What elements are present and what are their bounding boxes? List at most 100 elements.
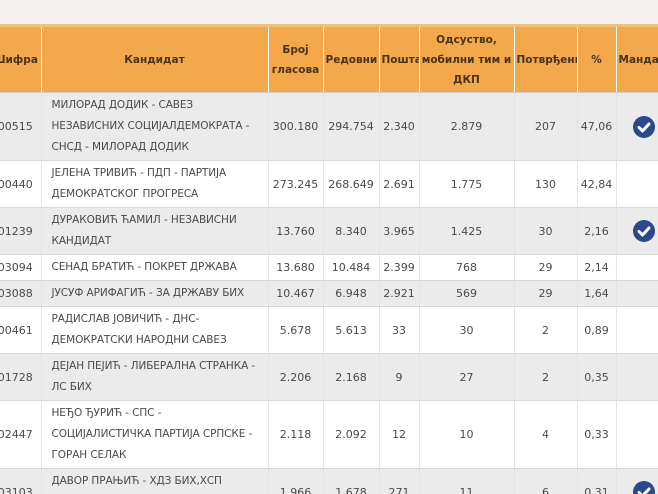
votes-absence: 11	[419, 468, 515, 494]
votes-regular: 2.168	[323, 353, 380, 401]
candidate-code: 03103	[0, 468, 42, 494]
votes-mail: 2.399	[379, 254, 420, 281]
results-table: Шифра Кандидат Број гласова Редовни Пошт…	[0, 24, 658, 494]
votes-absence: 27	[419, 353, 515, 401]
votes-regular: 1.678	[323, 468, 380, 494]
votes-regular: 10.484	[323, 254, 380, 281]
votes-regular: 5.613	[323, 306, 380, 354]
votes-mail: 2.691	[379, 160, 420, 208]
candidate-row: 02447 НЕЂО ЂУРИЋ - СПС - СОЦИЈАЛИСТИЧКА …	[0, 400, 658, 469]
candidate-name: МИЛОРАД ДОДИК - САВЕЗ НЕЗАВИСНИХ СОЦИЈАЛ…	[41, 92, 269, 161]
votes-regular: 2.092	[323, 400, 380, 469]
candidate-row: 01728 ДЕЈАН ПЕЈИЋ - ЛИБЕРАЛНА СТРАНКА - …	[0, 353, 658, 401]
votes-regular: 268.649	[323, 160, 380, 208]
col-header-confirmed: Потврђени	[514, 24, 578, 93]
votes-total: 1.966	[268, 468, 324, 494]
votes-confirmed: 130	[514, 160, 578, 208]
candidate-row: 01239 ДУРАКОВИЋ ЋАМИЛ - НЕЗАВИСНИ КАНДИД…	[0, 207, 658, 255]
votes-absence: 1.425	[419, 207, 515, 255]
candidate-name: ДЕЈАН ПЕЈИЋ - ЛИБЕРАЛНА СТРАНКА - ЛС БИХ	[41, 353, 269, 401]
candidate-name: РАДИСЛАВ ЈОВИЧИЋ - ДНС-ДЕМОКРАТСКИ НАРОД…	[41, 306, 269, 354]
candidate-name: ДАВОР ПРАЊИЋ - ХДЗ БИХ,ХСП БИХ,ХКДУ,ХСП …	[41, 468, 269, 494]
votes-mail: 271	[379, 468, 420, 494]
votes-percent: 1,64	[577, 280, 617, 307]
votes-percent: 2,16	[577, 207, 617, 255]
votes-confirmed: 29	[514, 280, 578, 307]
candidate-row: 03088 ЈУСУФ АРИФАГИЋ - ЗА ДРЖАВУ БИХ 10.…	[0, 280, 658, 307]
mandate-cell	[616, 254, 658, 281]
candidate-code: 03094	[0, 254, 42, 281]
votes-regular: 8.340	[323, 207, 380, 255]
col-header-votes: Број гласова	[268, 24, 324, 93]
votes-confirmed: 207	[514, 92, 578, 161]
candidate-row: 00515 МИЛОРАД ДОДИК - САВЕЗ НЕЗАВИСНИХ С…	[0, 92, 658, 161]
votes-mail: 12	[379, 400, 420, 469]
col-header-code: Шифра	[0, 24, 42, 93]
col-header-percent: %	[577, 24, 617, 93]
mandate-cell	[616, 160, 658, 208]
votes-total: 5.678	[268, 306, 324, 354]
mandate-check-icon	[633, 220, 655, 242]
votes-mail: 9	[379, 353, 420, 401]
candidate-code: 02447	[0, 400, 42, 469]
votes-absence: 768	[419, 254, 515, 281]
votes-total: 13.680	[268, 254, 324, 281]
candidate-row: 00440 ЈЕЛЕНА ТРИВИЋ - ПДП - ПАРТИЈА ДЕМО…	[0, 160, 658, 208]
votes-percent: 0,89	[577, 306, 617, 354]
votes-confirmed: 4	[514, 400, 578, 469]
votes-confirmed: 2	[514, 306, 578, 354]
candidate-code: 01239	[0, 207, 42, 255]
candidate-code: 00440	[0, 160, 42, 208]
votes-absence: 2.879	[419, 92, 515, 161]
votes-confirmed: 29	[514, 254, 578, 281]
votes-absence: 10	[419, 400, 515, 469]
candidate-name: ЈЕЛЕНА ТРИВИЋ - ПДП - ПАРТИЈА ДЕМОКРАТСК…	[41, 160, 269, 208]
mandate-cell	[616, 353, 658, 401]
col-header-mandate: Мандати	[616, 24, 658, 93]
votes-confirmed: 30	[514, 207, 578, 255]
votes-mail: 2.921	[379, 280, 420, 307]
mandate-cell	[616, 280, 658, 307]
votes-absence: 569	[419, 280, 515, 307]
votes-regular: 294.754	[323, 92, 380, 161]
candidate-row: 00461 РАДИСЛАВ ЈОВИЧИЋ - ДНС-ДЕМОКРАТСКИ…	[0, 306, 658, 354]
candidate-name: ЈУСУФ АРИФАГИЋ - ЗА ДРЖАВУ БИХ	[41, 280, 269, 307]
votes-percent: 42,84	[577, 160, 617, 208]
mandate-check-icon	[633, 481, 655, 494]
mandate-cell	[616, 400, 658, 469]
mandate-cell	[616, 207, 658, 255]
votes-absence: 30	[419, 306, 515, 354]
votes-total: 273.245	[268, 160, 324, 208]
results-table-wrap: Шифра Кандидат Број гласова Редовни Пошт…	[0, 24, 658, 494]
candidate-name: СЕНАД БРАТИЋ - ПОКРЕТ ДРЖАВА	[41, 254, 269, 281]
votes-mail: 33	[379, 306, 420, 354]
votes-confirmed: 2	[514, 353, 578, 401]
col-header-candidate: Кандидат	[41, 24, 269, 93]
mandate-check-icon	[633, 115, 655, 138]
votes-total: 13.760	[268, 207, 324, 255]
votes-confirmed: 6	[514, 468, 578, 494]
candidate-code: 03088	[0, 280, 42, 307]
votes-percent: 0,33	[577, 400, 617, 469]
header-row: Шифра Кандидат Број гласова Редовни Пошт…	[0, 24, 658, 93]
mandate-cell	[616, 92, 658, 161]
votes-total: 300.180	[268, 92, 324, 161]
col-header-absence: Одсуство, мобилни тим и ДКП	[419, 24, 515, 93]
votes-percent: 47,06	[577, 92, 617, 161]
candidate-name: ДУРАКОВИЋ ЋАМИЛ - НЕЗАВИСНИ КАНДИДАТ	[41, 207, 269, 255]
col-header-regular: Редовни	[323, 24, 380, 93]
candidate-code: 00515	[0, 92, 42, 161]
candidate-row: 03094 СЕНАД БРАТИЋ - ПОКРЕТ ДРЖАВА 13.68…	[0, 254, 658, 281]
mandate-cell	[616, 306, 658, 354]
candidate-code: 01728	[0, 353, 42, 401]
col-header-mail: Пошта	[379, 24, 420, 93]
candidate-code: 00461	[0, 306, 42, 354]
votes-mail: 3.965	[379, 207, 420, 255]
votes-regular: 6.948	[323, 280, 380, 307]
votes-percent: 0,35	[577, 353, 617, 401]
mandate-cell	[616, 468, 658, 494]
votes-total: 2.118	[268, 400, 324, 469]
results-table-header: Шифра Кандидат Број гласова Редовни Пошт…	[0, 24, 658, 93]
results-table-body: 00515 МИЛОРАД ДОДИК - САВЕЗ НЕЗАВИСНИХ С…	[0, 92, 658, 494]
